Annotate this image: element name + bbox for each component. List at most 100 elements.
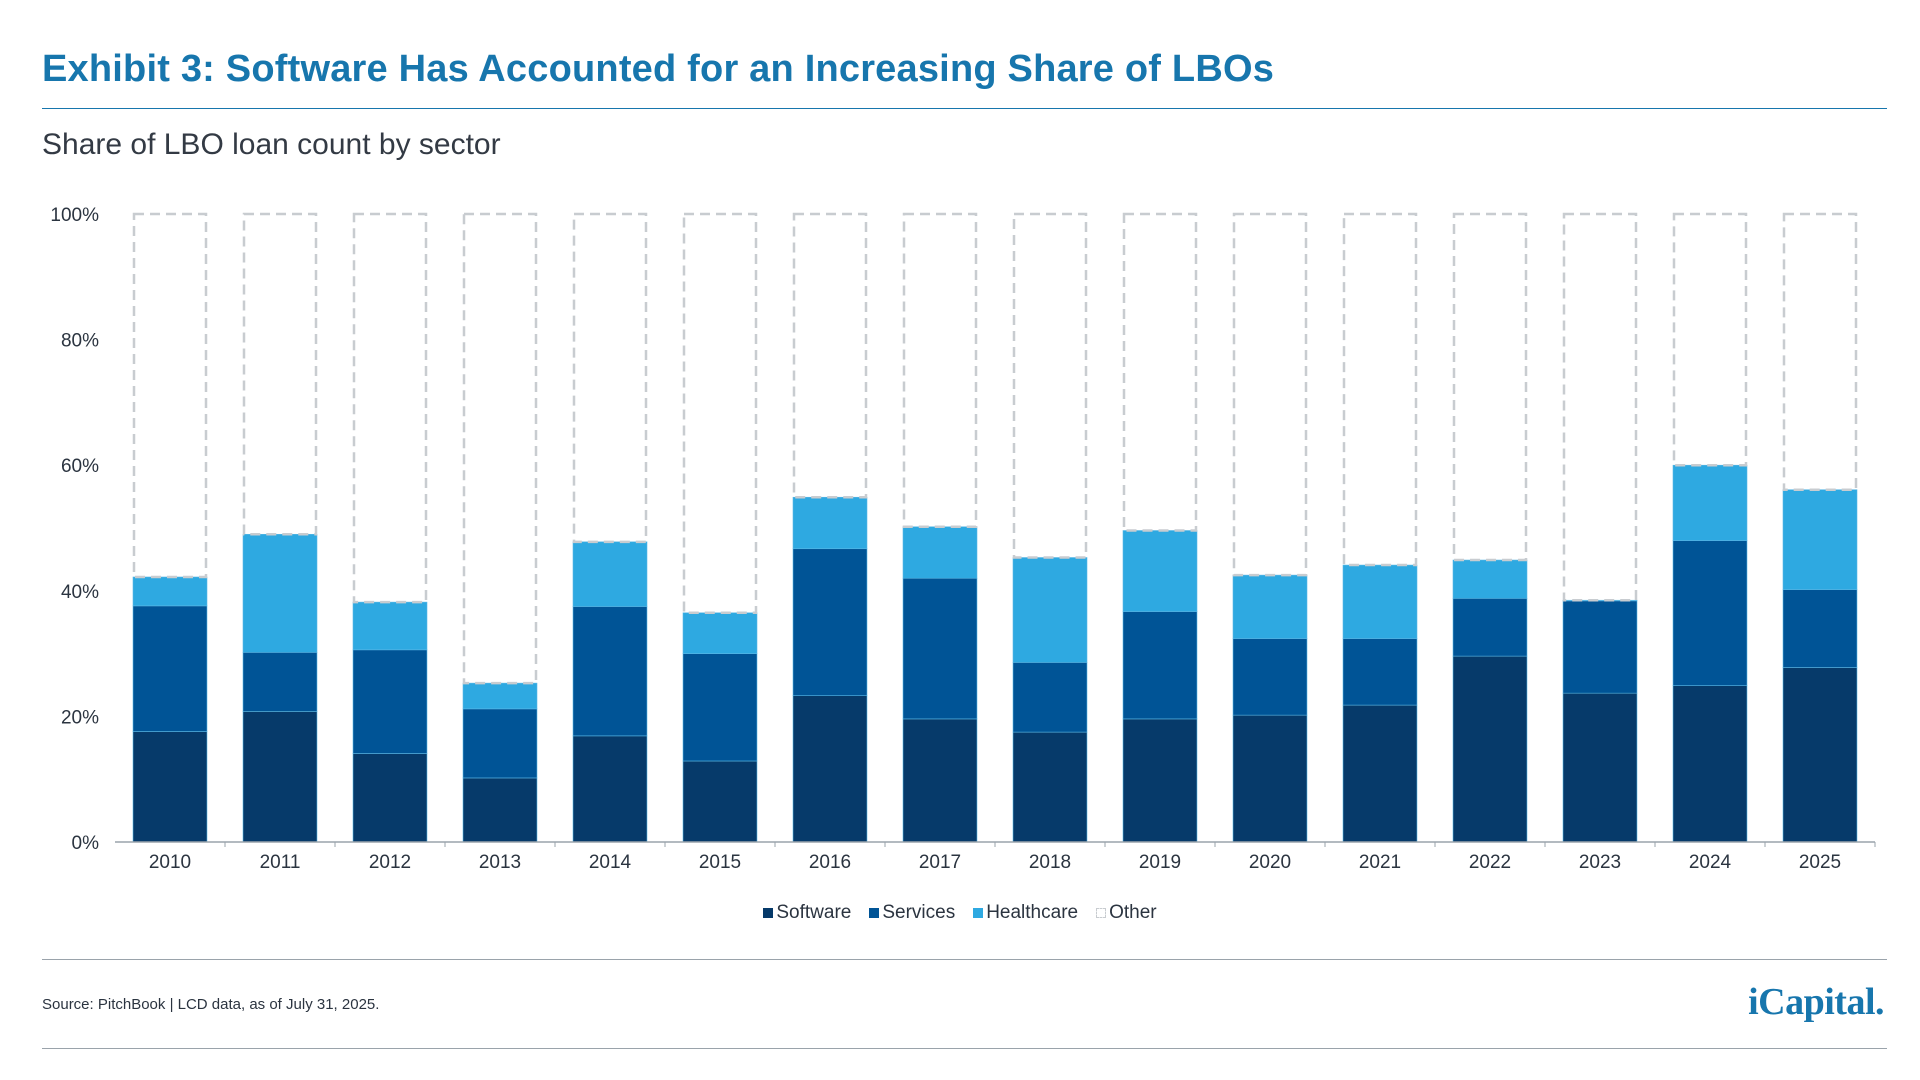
page-title: Exhibit 3: Software Has Accounted for an…	[42, 48, 1275, 90]
y-tick-label: 80%	[61, 331, 99, 352]
bar-segment-other	[1672, 212, 1748, 467]
bar-segment-services	[462, 708, 538, 779]
bar-segment-services	[1782, 589, 1858, 668]
x-tick-label: 2019	[1139, 852, 1181, 873]
bar-segment-services	[1342, 638, 1418, 706]
footer-divider	[42, 959, 1887, 960]
y-tick-label: 20%	[61, 707, 99, 728]
x-tick-label: 2022	[1469, 852, 1511, 873]
bar-segment-other	[1342, 212, 1418, 567]
legend-label: Software	[776, 902, 852, 923]
x-tick-label: 2025	[1799, 852, 1841, 873]
bar-segment-software	[1452, 655, 1528, 843]
bar-segment-healthcare	[1782, 489, 1858, 590]
legend-label: Other	[1109, 902, 1157, 923]
bar-segment-other	[682, 212, 758, 615]
bar-segment-services	[682, 653, 758, 762]
bar-segment-software	[1562, 692, 1638, 843]
bar-segment-healthcare	[352, 601, 428, 651]
bar-segment-software	[1342, 704, 1418, 843]
x-tick-label: 2024	[1689, 852, 1732, 873]
x-tick-label: 2017	[919, 852, 961, 873]
bar-segment-other	[902, 212, 978, 528]
bar-segment-healthcare	[682, 612, 758, 654]
chart-subtitle: Share of LBO loan count by sector	[42, 128, 501, 161]
title-divider	[42, 108, 1887, 109]
bar-segment-services	[1562, 600, 1638, 694]
legend-label: Healthcare	[986, 902, 1079, 923]
legend-item-services: Services	[869, 902, 955, 924]
bar-segment-software	[242, 711, 318, 843]
bar-segment-software	[132, 731, 208, 843]
bar-segment-healthcare	[132, 576, 208, 607]
bar-segment-software	[1232, 714, 1308, 843]
bar-segment-services	[572, 606, 648, 737]
y-tick-label: 100%	[50, 205, 99, 226]
bar-segment-healthcare	[1452, 559, 1528, 599]
bar-segment-healthcare	[242, 533, 318, 653]
bar-segment-healthcare	[1012, 557, 1088, 663]
legend-item-healthcare: Healthcare	[973, 902, 1078, 924]
bar-segment-services	[242, 652, 318, 712]
bar-segment-other	[792, 212, 868, 499]
bar-segment-services	[352, 649, 428, 754]
x-tick-label: 2010	[149, 852, 191, 873]
x-tick-label: 2014	[589, 852, 632, 873]
bar-segment-services	[1672, 540, 1748, 686]
bar-segment-software	[462, 777, 538, 843]
bar-segment-services	[1012, 662, 1088, 733]
legend-swatch	[763, 908, 774, 918]
bar-segment-services	[132, 605, 208, 732]
bar-segment-other	[132, 212, 208, 579]
bar-segment-other	[1232, 212, 1308, 577]
bar-segment-services	[1122, 611, 1198, 720]
legend-item-software: Software	[763, 902, 851, 924]
stacked-bar-chart: 0% 20% 40% 60% 80% 100% 2010 2011 2012 2013 2014 20…	[50, 205, 1876, 873]
legend-swatch	[973, 908, 984, 918]
bar-segment-other	[1122, 212, 1198, 532]
bar-segment-other	[1782, 212, 1858, 491]
bar-segment-software	[792, 695, 868, 843]
bar-segment-other	[462, 212, 538, 685]
x-tick-label: 2011	[260, 852, 301, 873]
x-tick-label: 2021	[1359, 852, 1401, 873]
x-tick-label: 2018	[1029, 852, 1071, 873]
bar-segment-healthcare	[1672, 464, 1748, 541]
source-note: Source: PitchBook | LCD data, as of July…	[42, 996, 380, 1013]
y-tick-label: 0%	[72, 833, 100, 854]
x-tick-label: 2023	[1579, 852, 1621, 873]
bar-segment-software	[572, 735, 648, 843]
bar-segment-healthcare	[1232, 574, 1308, 639]
bar-segment-software	[1782, 667, 1858, 843]
bar-segment-other	[1452, 212, 1528, 562]
y-tick-label: 60%	[61, 456, 99, 477]
bar-segment-software	[902, 718, 978, 843]
bottom-divider	[42, 1048, 1887, 1049]
legend-item-other: Other	[1096, 902, 1157, 924]
bar-segment-software	[1672, 685, 1748, 843]
bar-segment-other	[572, 212, 648, 544]
bar-segment-services	[1232, 638, 1308, 716]
legend-swatch	[1096, 908, 1107, 918]
x-tick-label: 2012	[369, 852, 411, 873]
legend-swatch	[869, 908, 880, 918]
bar-segment-services	[1452, 598, 1528, 657]
bar-segment-healthcare	[902, 526, 978, 579]
bar-segment-healthcare	[1122, 530, 1198, 612]
bar-segment-other	[352, 212, 428, 604]
bar-segment-software	[352, 753, 428, 843]
bar-segment-software	[682, 760, 758, 843]
bar-segment-healthcare	[1342, 564, 1418, 639]
x-tick-label: 2016	[809, 852, 851, 873]
icapital-logo: iCapital.	[1748, 981, 1884, 1023]
legend-label: Services	[882, 902, 956, 923]
y-tick-label: 40%	[61, 582, 99, 603]
bar-segment-healthcare	[462, 682, 538, 710]
x-tick-label: 2015	[699, 852, 741, 873]
bar-segment-healthcare	[792, 496, 868, 550]
bar-segment-services	[902, 577, 978, 720]
chart-legend: Software Services Healthcare Other	[0, 902, 1920, 924]
bar-segment-other	[1562, 212, 1638, 602]
bar-segment-software	[1122, 718, 1198, 843]
x-tick-label: 2013	[479, 852, 521, 873]
